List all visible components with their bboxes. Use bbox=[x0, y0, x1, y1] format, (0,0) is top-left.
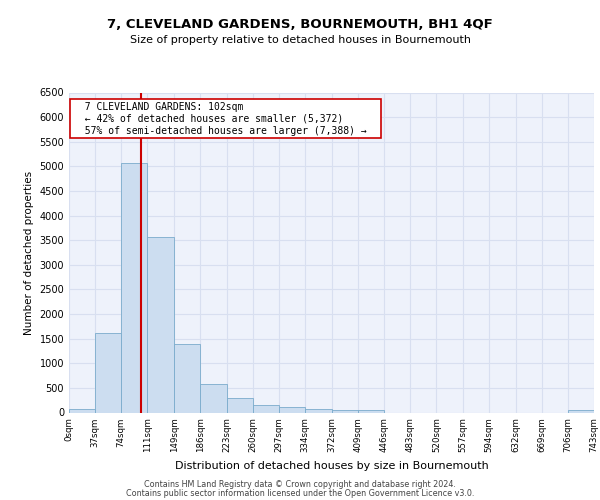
Y-axis label: Number of detached properties: Number of detached properties bbox=[24, 170, 34, 334]
Bar bbox=[121, 162, 148, 412]
Bar bbox=[69, 409, 95, 412]
Bar bbox=[305, 409, 332, 412]
Bar bbox=[95, 332, 121, 412]
Bar bbox=[568, 410, 594, 412]
Text: 7, CLEVELAND GARDENS, BOURNEMOUTH, BH1 4QF: 7, CLEVELAND GARDENS, BOURNEMOUTH, BH1 4… bbox=[107, 18, 493, 30]
Text: Size of property relative to detached houses in Bournemouth: Size of property relative to detached ho… bbox=[130, 35, 470, 45]
Bar bbox=[227, 398, 253, 412]
Bar bbox=[358, 410, 384, 412]
Text: Contains HM Land Registry data © Crown copyright and database right 2024.: Contains HM Land Registry data © Crown c… bbox=[144, 480, 456, 489]
Bar bbox=[200, 384, 227, 412]
Bar bbox=[148, 236, 174, 412]
Bar bbox=[279, 407, 305, 412]
Bar bbox=[253, 406, 279, 412]
Bar bbox=[332, 410, 358, 412]
Bar bbox=[174, 344, 200, 412]
Text: Contains public sector information licensed under the Open Government Licence v3: Contains public sector information licen… bbox=[126, 488, 474, 498]
Text: 7 CLEVELAND GARDENS: 102sqm  
  ← 42% of detached houses are smaller (5,372)  
 : 7 CLEVELAND GARDENS: 102sqm ← 42% of det… bbox=[73, 102, 378, 136]
X-axis label: Distribution of detached houses by size in Bournemouth: Distribution of detached houses by size … bbox=[175, 460, 488, 470]
